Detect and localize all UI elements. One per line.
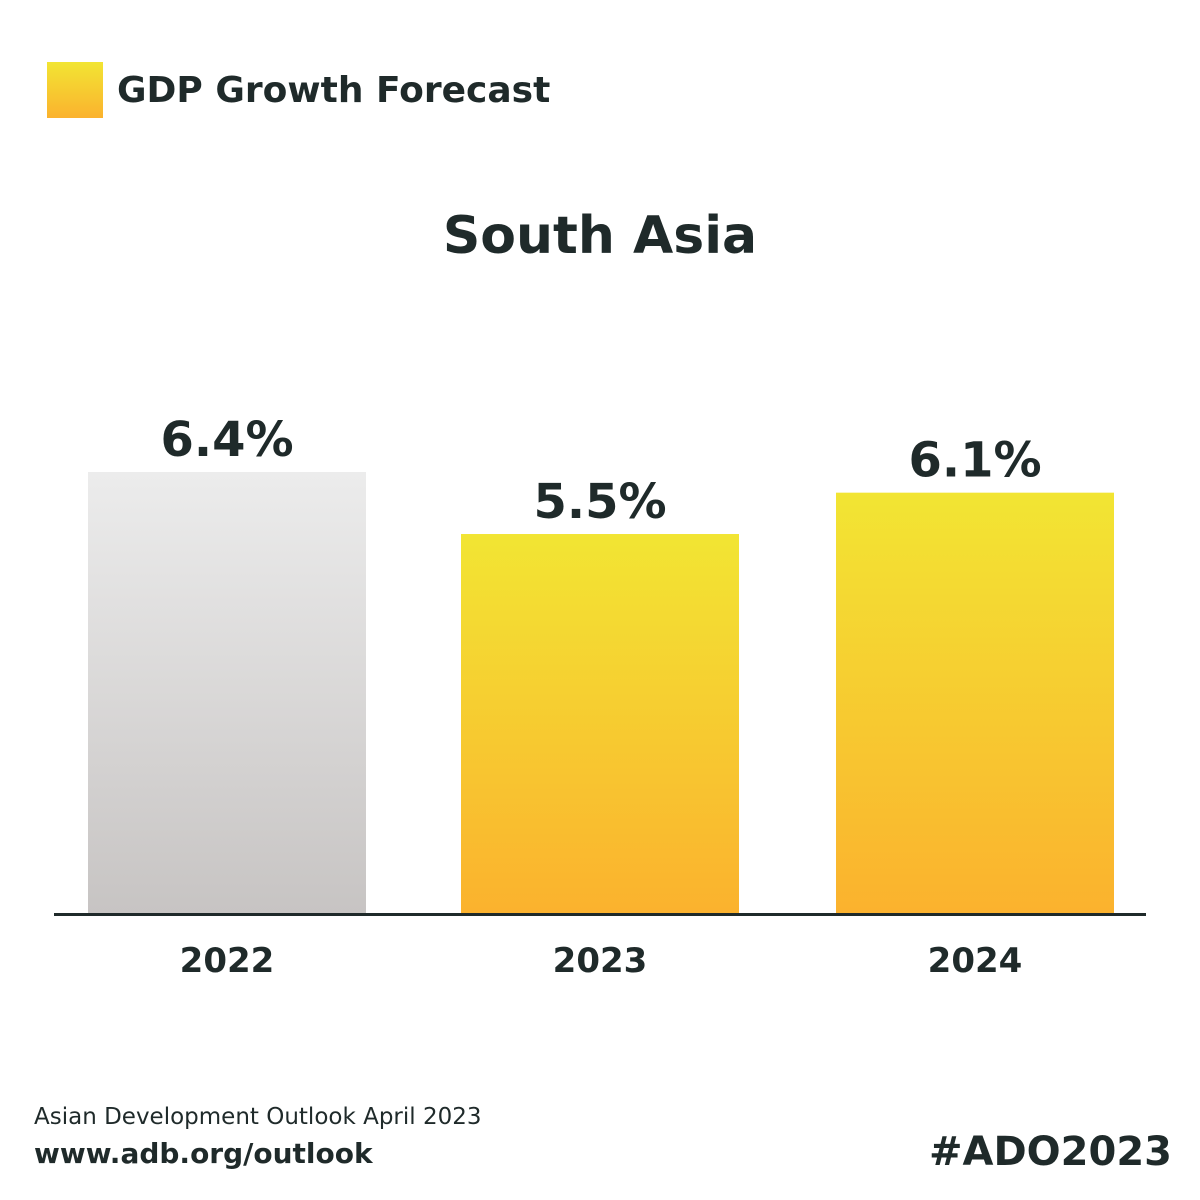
source-text: Asian Development Outlook April 2023 bbox=[34, 1104, 482, 1130]
value-label-2023: 5.5% bbox=[533, 474, 666, 530]
outlook-url-link[interactable]: www.adb.org/outlook bbox=[34, 1137, 373, 1170]
bar-2023 bbox=[461, 534, 739, 913]
legend-swatch bbox=[47, 62, 103, 118]
value-label-2022: 6.4% bbox=[160, 412, 293, 468]
hashtag-text: #ADO2023 bbox=[928, 1129, 1172, 1175]
chart-title: South Asia bbox=[442, 206, 758, 266]
x-tick-label-2024: 2024 bbox=[928, 941, 1023, 981]
value-label-2024: 6.1% bbox=[908, 433, 1041, 489]
legend-label: GDP Growth Forecast bbox=[117, 70, 551, 111]
x-tick-label-2022: 2022 bbox=[180, 941, 275, 981]
bar-2022 bbox=[88, 472, 366, 913]
x-tick-label-2023: 2023 bbox=[553, 941, 648, 981]
bar-2024 bbox=[836, 492, 1114, 913]
